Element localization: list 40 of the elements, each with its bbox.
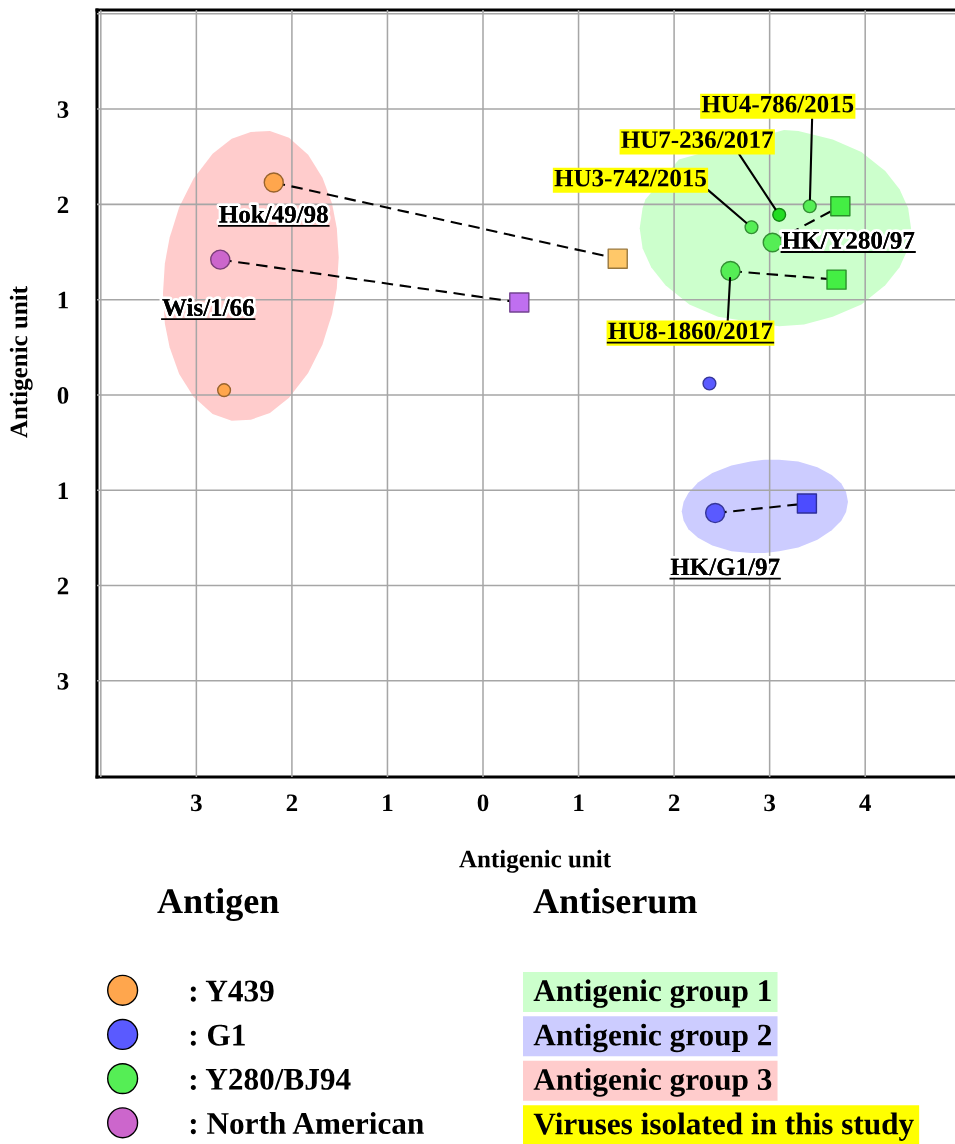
data-label: Hok/49/98 xyxy=(219,205,328,223)
data-label: HK/Y280/97 xyxy=(781,231,915,249)
text: Antigenic group 1 xyxy=(533,979,771,1008)
data-label: Wis/1/66 xyxy=(162,298,254,317)
legend-title: Antigen xyxy=(157,888,279,922)
legend-label: : G1 xyxy=(190,1024,245,1046)
y-tick-label: 1 xyxy=(58,482,68,499)
x-axis-title: Antigenic unit xyxy=(459,849,611,873)
y-tick-label: 3 xyxy=(57,101,69,119)
y-tick-label: 2 xyxy=(57,577,69,595)
x-tick-label: 3 xyxy=(764,794,776,812)
legend-label: : Y280/BJ94 xyxy=(190,1068,351,1090)
x-tick-label: 2 xyxy=(668,794,680,812)
text: Antigenic group 2 xyxy=(533,1023,772,1053)
text: Antigenic group 3 xyxy=(533,1068,772,1097)
point xyxy=(607,248,628,269)
x-tick-label: 0 xyxy=(477,794,489,812)
annotation: HU3-742/2015 xyxy=(554,169,706,187)
x-tick-label: 4 xyxy=(859,794,871,812)
point xyxy=(826,269,847,290)
x-tick-label: 1 xyxy=(574,794,584,812)
annotation: HU4-786/2015 xyxy=(701,95,854,113)
text: Antiserum xyxy=(533,888,697,914)
x-tick-label: 1 xyxy=(383,794,393,812)
annotation: HU8-1860/2017 xyxy=(608,322,773,340)
annotation: HU7-236/2017 xyxy=(621,131,773,149)
point xyxy=(796,493,818,514)
data-label: HK/G1/97 xyxy=(670,558,780,576)
legend-label: : North American xyxy=(190,1112,424,1135)
point xyxy=(509,292,530,313)
y-tick-label: 3 xyxy=(57,672,69,690)
x-tick-label: 3 xyxy=(191,794,202,812)
y-tick-label: 1 xyxy=(58,291,68,309)
legend-label: : Y439 xyxy=(190,980,274,1002)
x-tick-label: 2 xyxy=(286,794,298,812)
point xyxy=(830,196,851,217)
y-tick-label: 2 xyxy=(57,196,69,214)
y-axis-title: Antigenic unit xyxy=(9,286,33,438)
text: Viruses isolated in this study xyxy=(533,1112,914,1141)
y-tick-label: 0 xyxy=(57,386,69,404)
